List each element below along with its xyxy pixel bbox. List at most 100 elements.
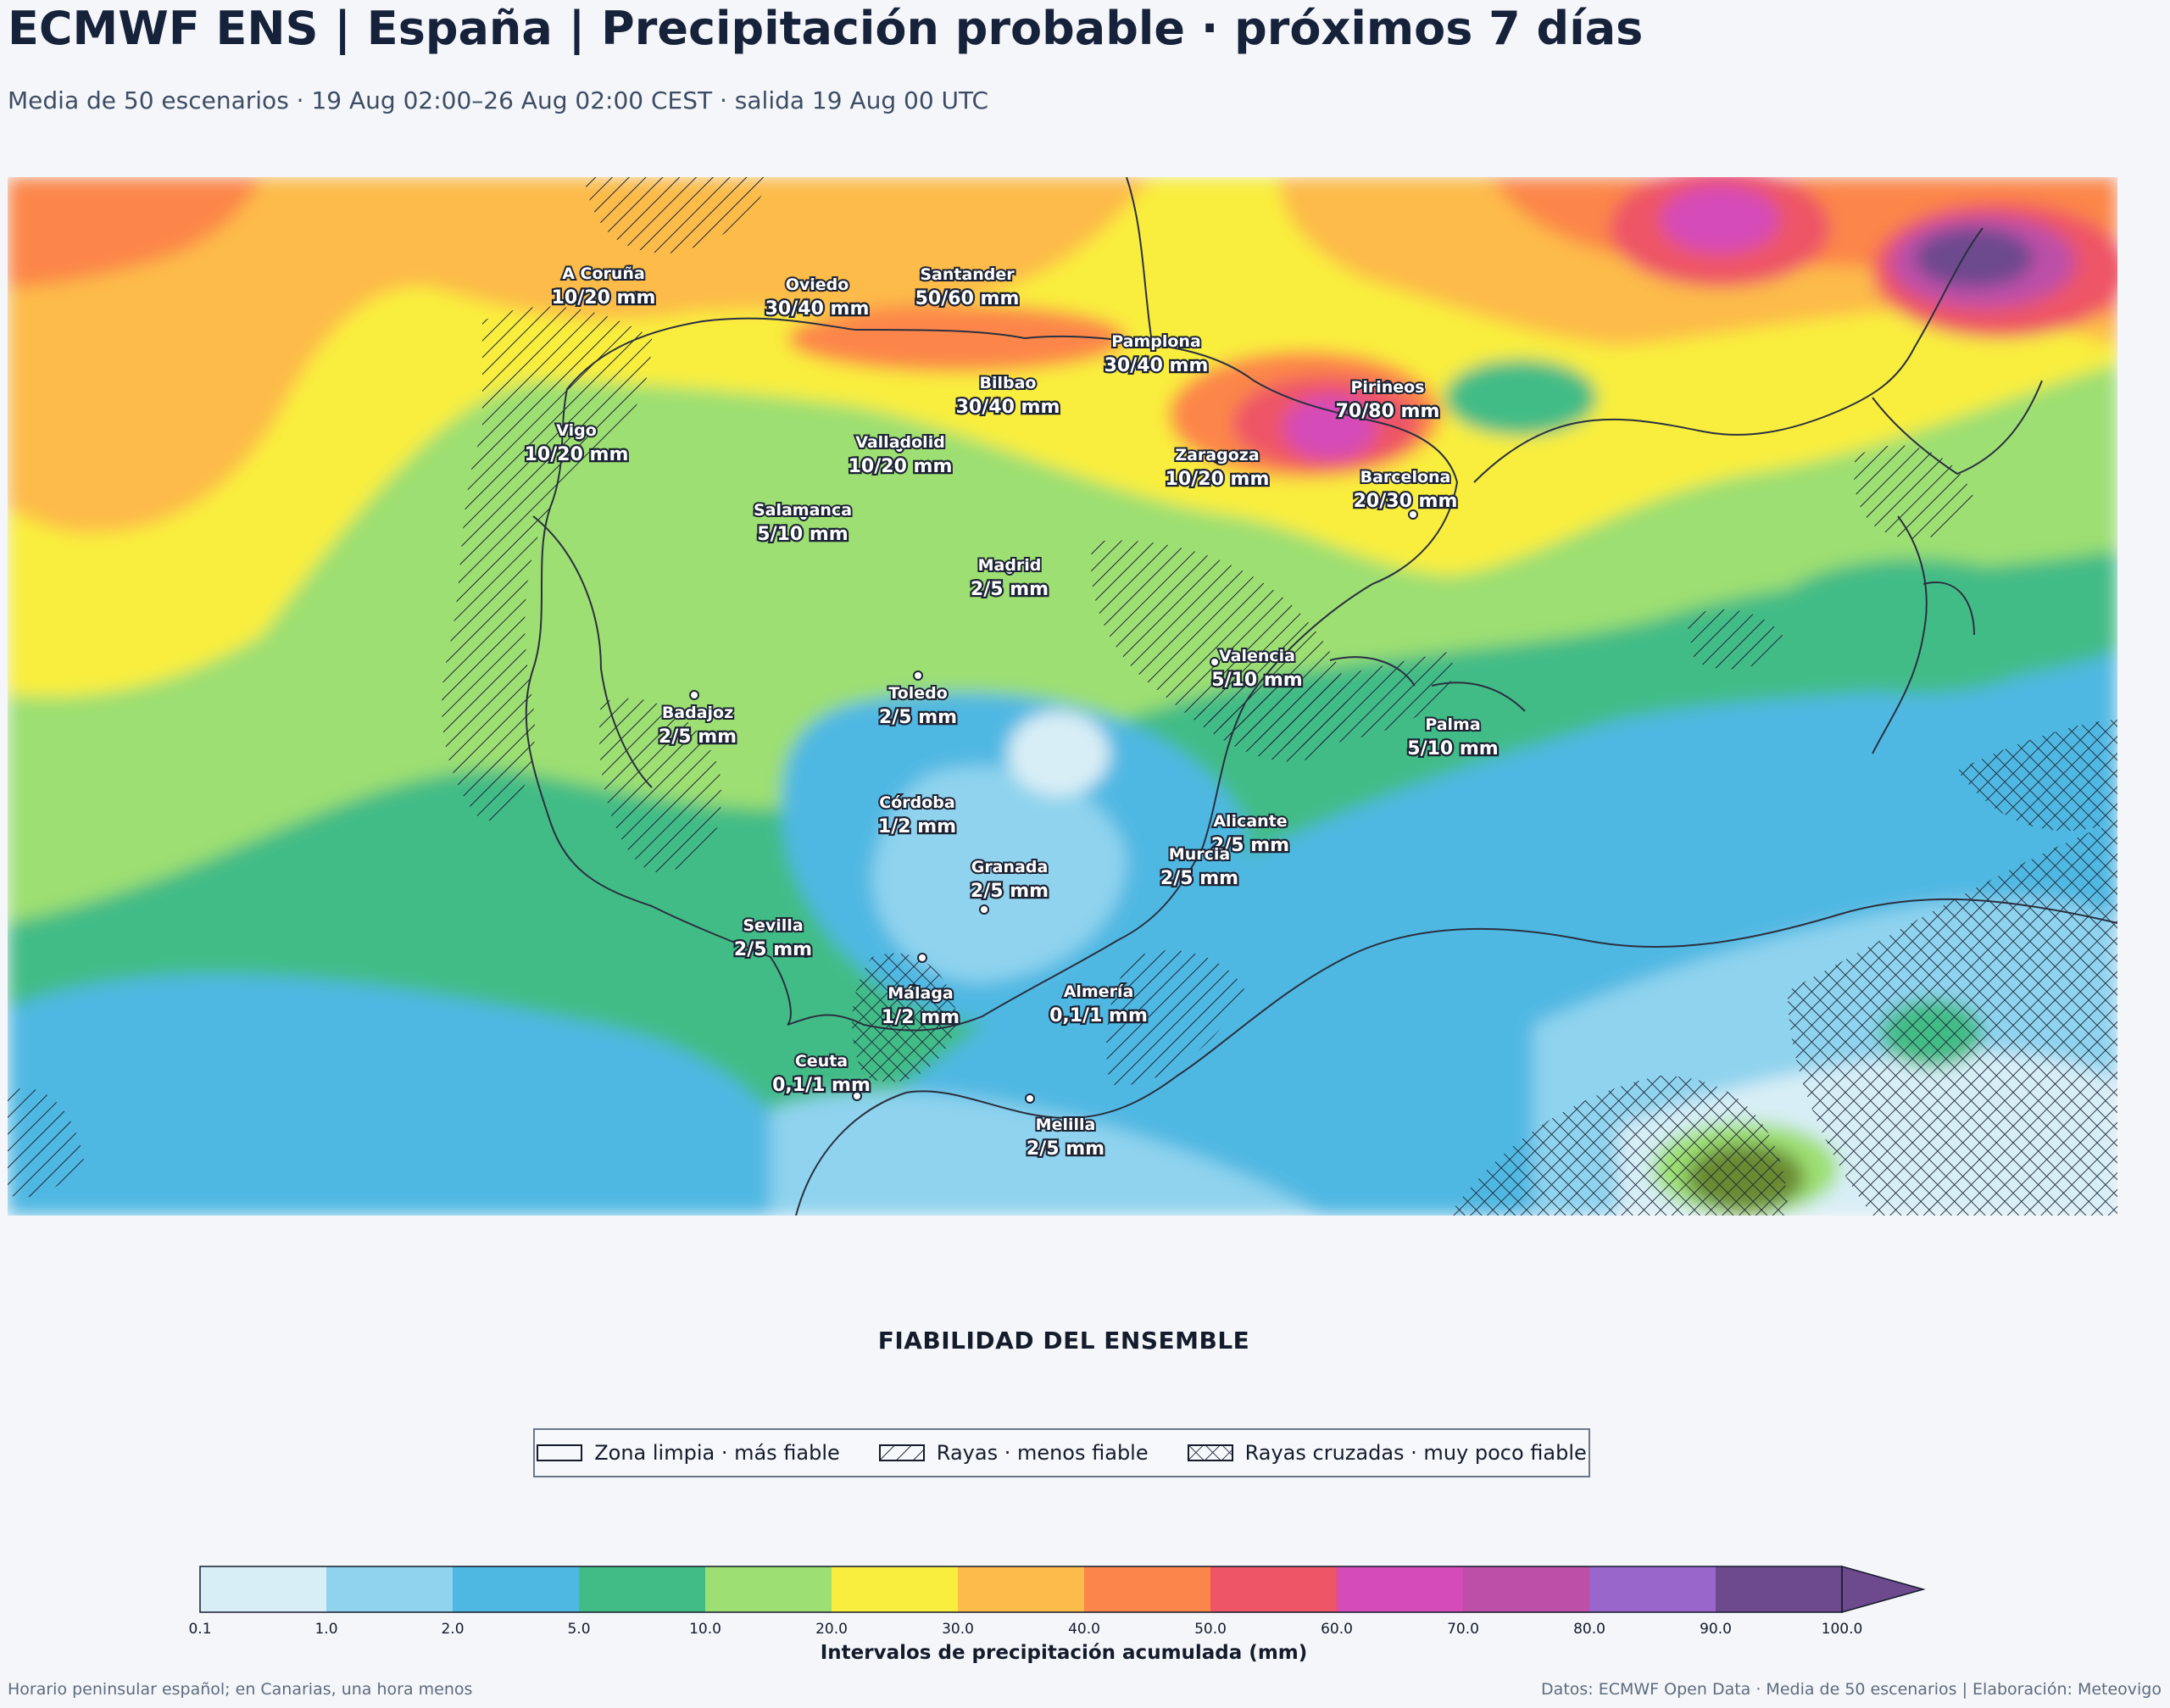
colorbar-tick-label: 100.0 xyxy=(1822,1621,1863,1638)
city-dot xyxy=(574,431,584,442)
city-marker: Valencia 5/10 mm xyxy=(1210,645,1305,693)
city-dot xyxy=(913,670,923,681)
crosshatch-swatch-icon xyxy=(1187,1444,1233,1461)
city-name: Palma xyxy=(1425,715,1480,734)
colorbar-frame xyxy=(199,1566,1843,1613)
colorbar-cell xyxy=(200,1566,326,1612)
colorbar-tick-label: 30.0 xyxy=(942,1621,974,1638)
city-name: Valencia xyxy=(1219,647,1295,665)
colorbar-tick-label: 90.0 xyxy=(1700,1621,1732,1638)
city-name: Toledo xyxy=(888,684,948,703)
city-marker: A Coruña 10/20 mm xyxy=(549,263,657,310)
city-marker: Barcelona 20/30 mm xyxy=(1351,466,1460,520)
city-precip-value: 2/5 mm xyxy=(879,707,957,728)
city-name: Vigo xyxy=(556,421,597,440)
legend-item-crosshatch: Rayas cruzadas · muy poco fiable xyxy=(1187,1441,1587,1465)
colorbar-cell xyxy=(1463,1566,1589,1612)
city-precip-value: 1/2 mm xyxy=(878,816,956,837)
coastlines xyxy=(525,177,2117,1216)
city-name: Málaga xyxy=(887,984,953,1003)
city-precip-value: 10/20 mm xyxy=(525,444,629,465)
city-marker: Pirineos 70/80 mm xyxy=(1333,376,1441,424)
city-dot xyxy=(798,511,809,521)
city-precip-value: 2/5 mm xyxy=(971,881,1049,902)
city-name: A Coruña xyxy=(562,264,645,283)
city-precip-value: 2/5 mm xyxy=(1211,835,1289,856)
city-dot xyxy=(891,800,901,810)
city-precip-value: 5/10 mm xyxy=(757,524,848,545)
city-name: Barcelona xyxy=(1360,468,1451,487)
colorbar-tick-label: 1.0 xyxy=(314,1621,337,1638)
city-marker: Alicante 2/5 mm xyxy=(1210,810,1292,858)
colorbar-cell xyxy=(1210,1566,1337,1612)
city-name: Madrid xyxy=(978,556,1042,575)
colorbar-cell xyxy=(579,1566,705,1612)
city-name: Córdoba xyxy=(879,793,954,812)
city-marker: Granada 2/5 mm xyxy=(969,856,1050,915)
city-precip-value: 1/2 mm xyxy=(882,1007,960,1028)
city-name: Badajoz xyxy=(662,704,733,722)
city-marker: Salamanca 5/10 mm xyxy=(752,499,854,547)
city-marker: Vigo 10/20 mm xyxy=(522,420,630,467)
precipitation-colorbar: 0.1 1.0 2.0 5.0 10.0 20.0 30.0 40.0 50.0 60.0 70.0… xyxy=(188,1566,1926,1638)
reliability-hatching xyxy=(8,177,2117,1216)
city-name: Oviedo xyxy=(786,275,849,294)
city-name: Pamplona xyxy=(1111,332,1201,351)
city-name: Zaragoza xyxy=(1175,446,1259,465)
city-name: Almería xyxy=(1064,982,1134,1001)
city-precip-value: 10/20 mm xyxy=(849,456,953,477)
city-marker: Madrid 2/5 mm xyxy=(969,554,1051,602)
precip-field xyxy=(8,177,2117,1216)
colorbar-tick-label: 40.0 xyxy=(1068,1621,1100,1638)
colorbar-tick-label: 60.0 xyxy=(1321,1621,1353,1638)
hatch-swatch-icon xyxy=(878,1444,925,1461)
city-precip-value: 2/5 mm xyxy=(971,579,1049,600)
city-dot xyxy=(813,279,823,289)
city-precip-value: 10/20 mm xyxy=(1166,469,1270,490)
city-name: Valladolid xyxy=(855,433,945,452)
city-precip-value: 30/40 mm xyxy=(765,298,870,320)
city-precip-value: 5/10 mm xyxy=(1407,738,1498,759)
city-marker: Palma 5/10 mm xyxy=(1405,714,1500,761)
colorbar-cell xyxy=(1716,1566,1842,1612)
city-marker: Málaga 1/2 mm xyxy=(880,953,961,1030)
legend-label-clear: Zona limpia · más fiable xyxy=(594,1441,840,1465)
colorbar-extend-arrow xyxy=(1841,1566,1926,1613)
city-dot xyxy=(801,948,811,958)
footer-credits: Datos: ECMWF Open Data · Media de 50 esc… xyxy=(1541,1680,2162,1699)
legend-title: FIABILIDAD DEL ENSEMBLE xyxy=(877,1327,1250,1355)
city-dot xyxy=(962,269,972,279)
city-marker: Murcia 2/5 mm xyxy=(1159,843,1241,891)
city-marker: Zaragoza 10/20 mm xyxy=(1163,444,1271,492)
colorbar-tick-label: 0.1 xyxy=(188,1621,211,1638)
city-marker: Bilbao 30/40 mm xyxy=(954,372,1061,420)
city-dot xyxy=(852,1091,862,1101)
colorbar-tick-label: 50.0 xyxy=(1194,1621,1227,1638)
city-precip-value: 2/5 mm xyxy=(1027,1138,1104,1160)
city-marker: Santander 50/60 mm xyxy=(913,264,1021,311)
city-precip-value: 2/5 mm xyxy=(659,726,737,748)
city-name: Pirineos xyxy=(1350,378,1424,397)
colorbar-cell xyxy=(1589,1566,1716,1612)
city-marker: Melilla 2/5 mm xyxy=(1025,1093,1106,1161)
city-precip-value: 0,1/1 mm xyxy=(772,1075,871,1096)
city-name: Alicante xyxy=(1213,812,1287,831)
city-precip-value: 20/30 mm xyxy=(1354,491,1458,512)
city-marker: Badajoz 2/5 mm xyxy=(657,690,738,749)
city-dot xyxy=(1210,657,1220,667)
colorbar-tick-label: 5.0 xyxy=(567,1621,590,1638)
city-dot xyxy=(1025,1093,1035,1104)
colorbar-cell xyxy=(958,1566,1084,1612)
city-dot xyxy=(689,690,699,700)
colorbar-tick-label: 2.0 xyxy=(441,1621,464,1638)
city-dot xyxy=(1152,337,1162,348)
city-name: Salamanca xyxy=(754,501,852,520)
city-precip-value: 30/40 mm xyxy=(1104,355,1209,376)
legend-label-crosshatch: Rayas cruzadas · muy poco fiable xyxy=(1244,1441,1587,1465)
city-dot xyxy=(917,953,927,963)
reliability-legend: Zona limpia · más fiable Rayas · menos f… xyxy=(533,1428,1590,1477)
colorbar-label: Intervalos de precipitación acumulada (m… xyxy=(820,1642,1308,1664)
precipitation-map[interactable]: A Coruña 10/20 mm Oviedo 30/40 mm Santander 5… xyxy=(8,177,2117,1216)
city-precip-value: 10/20 mm xyxy=(552,287,656,309)
city-dot xyxy=(1383,380,1393,390)
